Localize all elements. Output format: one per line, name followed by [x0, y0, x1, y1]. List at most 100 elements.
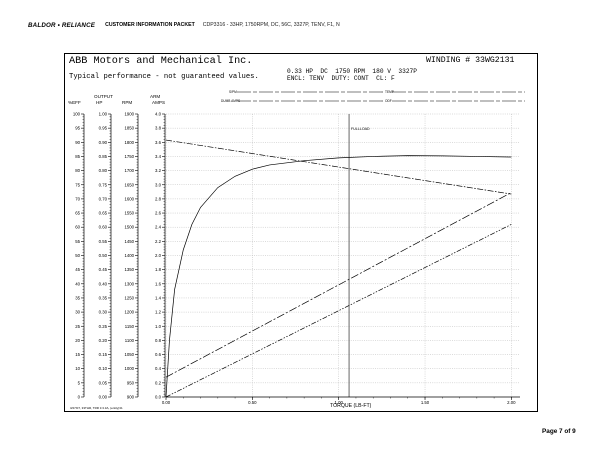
y-tick-label: 1750	[124, 154, 134, 159]
y-tick-label: 0.2	[155, 380, 162, 385]
y-tick-label: 55	[75, 239, 80, 244]
brand-logo: BALDOR • RELIANCE	[28, 21, 96, 29]
y-tick-label: 2.4	[155, 225, 162, 230]
y-tick-label: 0.25	[99, 324, 108, 329]
series-layer	[165, 139, 512, 398]
y-tick-label: 3.0	[155, 182, 162, 187]
y-tick-label: 2.8	[155, 196, 162, 201]
y-tick-label: 15	[75, 352, 80, 357]
y-tick-label: 0.75	[99, 182, 108, 187]
y-tick-label: 90	[75, 140, 80, 145]
page-number: Page 7 of 9	[542, 428, 576, 435]
winding-number: WINDING # 33WG2131	[426, 56, 515, 65]
y-tick-label: 1100	[125, 338, 135, 343]
y-tick-label: 1.6	[155, 281, 162, 286]
y-tick-label: 1650	[124, 182, 134, 187]
page-header: BALDOR • RELIANCE CUSTOMER INFORMATION P…	[28, 18, 340, 32]
y-tick-label: 900	[127, 395, 135, 400]
company-name: ABB Motors and Mechanical Inc.	[69, 56, 253, 67]
y-tick-label: 60	[75, 225, 80, 230]
fullload-label: FULLLOAD	[351, 127, 370, 131]
motor-spec-line-2: ENCL: TENV DUTY: CONT CL: F	[287, 75, 395, 82]
y-tick-label: 0.05	[99, 380, 108, 385]
y-tick-label: 1150	[125, 324, 135, 329]
y-tick-label: 0.50	[99, 253, 108, 258]
y-tick-label: 1.8	[155, 267, 162, 272]
y-tick-label: 0.90	[99, 140, 108, 145]
y-tick-label: 3.6	[155, 140, 162, 145]
y-tick-label: 3.4	[155, 154, 162, 159]
performance-disclaimer: Typical performance - not guaranteed val…	[69, 73, 259, 81]
y-tick-label: 75	[75, 182, 80, 187]
output-hp-line	[165, 224, 512, 398]
y-tick-label: 0.95	[99, 126, 108, 131]
x-tick-label: 1.00	[334, 400, 343, 405]
y-tick-label: 5	[78, 380, 81, 385]
y-tick-label: 1.0	[155, 324, 162, 329]
y-tick-label: 1700	[124, 168, 134, 173]
y-tick-label: 1400	[124, 253, 134, 258]
y-tick-label: 1.2	[155, 310, 162, 315]
y-tick-label: 1550	[124, 211, 134, 216]
y-tick-label: 35	[75, 295, 80, 300]
field-label-left-top: S/PM	[229, 90, 237, 94]
rpm-line	[165, 139, 512, 195]
y-tick-label: 0.30	[99, 310, 108, 315]
y-axis-header: RPM	[122, 100, 132, 105]
y-axis-header: AMPS	[152, 100, 165, 105]
y-tick-label: 0.00	[99, 395, 108, 400]
spec-fields: S/PM DUMB AMPS TEMP ODF	[221, 90, 525, 103]
motor-spec-line-1: 0.33 HP DC 1750 RPM 180 V 3327P	[287, 68, 417, 75]
y-tick-label: 1450	[124, 239, 134, 244]
y-tick-label: 40	[75, 281, 80, 286]
arm-amps-line	[165, 192, 512, 378]
y-tick-label: 0.60	[99, 225, 108, 230]
y-axis-header: %EFF	[68, 100, 81, 105]
y-tick-label: 950	[127, 380, 135, 385]
y-tick-label: 1250	[124, 295, 134, 300]
y-tick-label: 25	[75, 324, 80, 329]
y-tick-label: 1300	[124, 281, 134, 286]
y-tick-label: 1800	[124, 140, 134, 145]
y-tick-label: 0.6	[155, 352, 162, 357]
y-tick-label: 0.45	[99, 267, 108, 272]
y-tick-label: 0.8	[155, 338, 162, 343]
y-tick-label: 1050	[124, 352, 134, 357]
y-tick-label: 0.0	[155, 395, 162, 400]
y-tick-label: 0.70	[99, 196, 108, 201]
y-tick-label: 10	[75, 366, 80, 371]
y-tick-label: 1350	[124, 267, 134, 272]
performance-sheet	[64, 53, 538, 412]
y-tick-label: 85	[75, 154, 80, 159]
y-tick-label: 45	[75, 267, 80, 272]
y-tick-label: 0.55	[99, 239, 108, 244]
y-tick-label: 3.2	[155, 168, 162, 173]
y-tick-label: 1.00	[99, 112, 108, 117]
y-tick-label: 1500	[124, 225, 134, 230]
y-tick-label: 1850	[124, 126, 134, 131]
product-description: CDP3316 - 33HP, 1750RPM, DC, 56C, 3327P,…	[202, 22, 340, 28]
y-axis-header: HP	[96, 100, 102, 105]
y-tick-label: 4.0	[155, 112, 162, 117]
y-tick-label: 1600	[124, 196, 134, 201]
sheet-footer-code: 3/27/07, 33THR, TRR 3.3.3A, (entity)31	[70, 406, 123, 410]
y-tick-label: 1000	[124, 366, 134, 371]
axes-layer: %EFF100959085807570656055504540353025201…	[68, 94, 166, 400]
y-tick-label: 0.80	[99, 168, 108, 173]
y-tick-label: 70	[75, 196, 80, 201]
y-tick-label: 95	[75, 126, 80, 131]
y-tick-label: 2.6	[155, 211, 162, 216]
y-tick-label: 0.65	[99, 211, 108, 216]
y-tick-label: 1900	[124, 112, 134, 117]
efficiency-curve	[165, 155, 512, 398]
y-tick-label: 0.15	[99, 352, 108, 357]
y-tick-label: 2.0	[155, 253, 162, 258]
y-tick-label: 0.20	[99, 338, 108, 343]
y-tick-label: 0.40	[99, 281, 108, 286]
y-tick-label: 1200	[124, 310, 134, 315]
y-tick-label: 2.2	[155, 239, 162, 244]
x-tick-label: 2.00	[507, 400, 516, 405]
x-tick-label: 0.00	[162, 400, 171, 405]
y-axis-header: ARM	[150, 94, 160, 99]
y-tick-label: 50	[75, 253, 80, 258]
